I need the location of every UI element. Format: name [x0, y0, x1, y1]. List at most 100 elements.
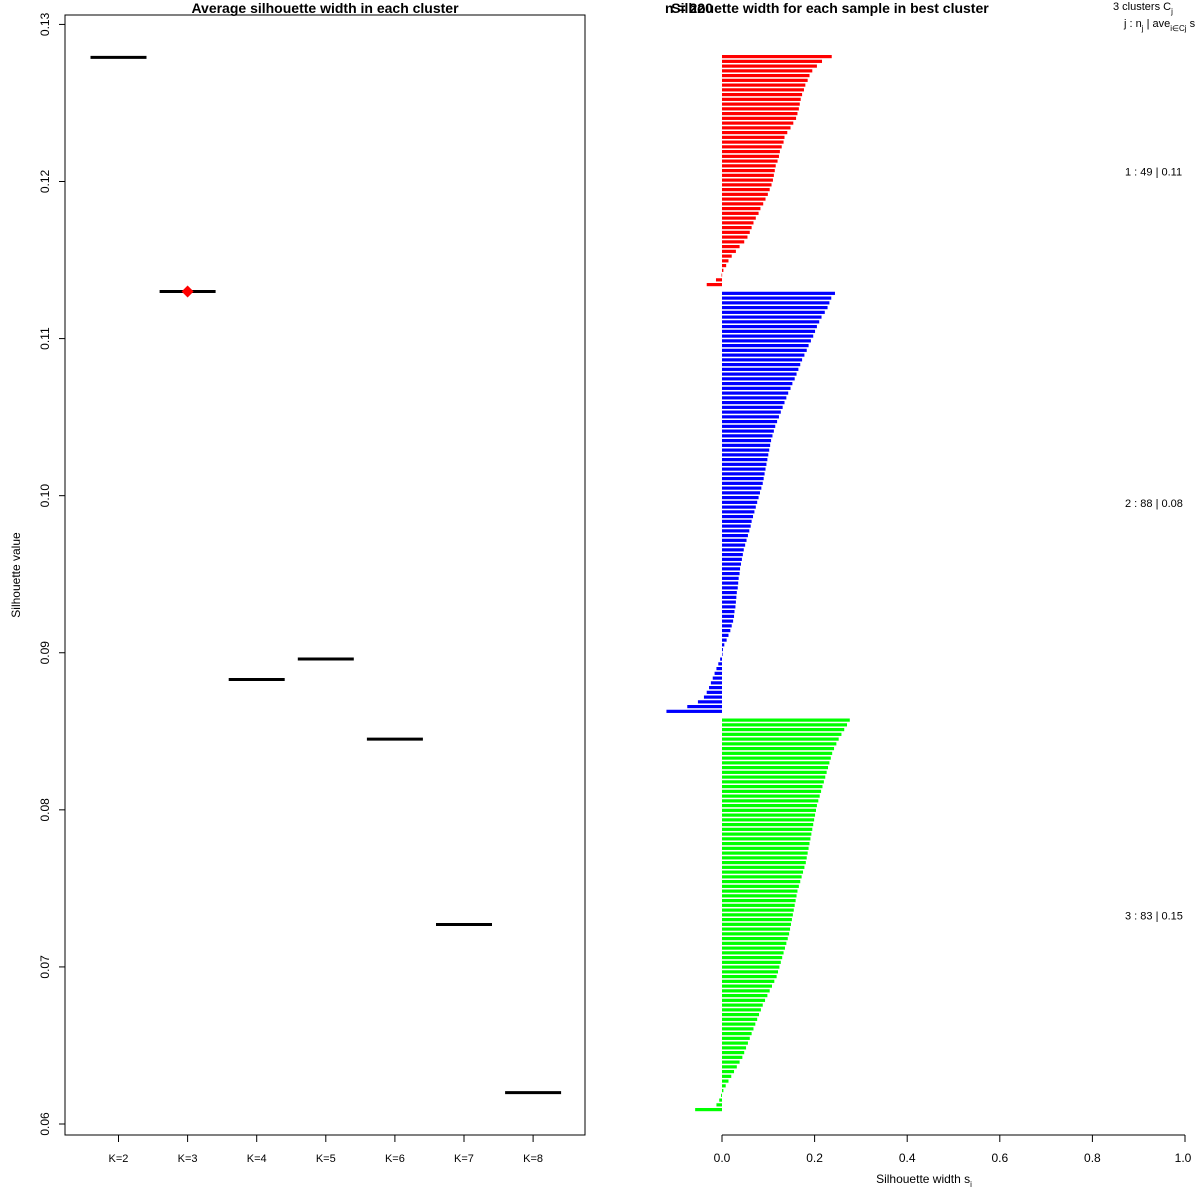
- silhouette-bar: [722, 178, 773, 182]
- right-x-tick-label: 0.6: [991, 1151, 1008, 1165]
- silhouette-bar: [722, 1008, 761, 1012]
- silhouette-bar: [722, 718, 850, 722]
- silhouette-bar: [722, 818, 815, 822]
- silhouette-bar: [722, 989, 770, 993]
- silhouette-bar: [722, 358, 803, 362]
- silhouette-bar: [722, 576, 739, 580]
- silhouette-bar: [722, 562, 741, 566]
- silhouette-bar: [722, 145, 782, 149]
- right-x-tick-label: 0.0: [714, 1151, 731, 1165]
- silhouette-bar: [722, 785, 823, 789]
- silhouette-bar: [722, 254, 732, 258]
- silhouette-bar: [722, 505, 756, 509]
- silhouette-bar: [722, 169, 775, 173]
- silhouette-bar: [722, 543, 746, 547]
- silhouette-bar: [722, 747, 835, 751]
- silhouette-bar: [722, 614, 735, 618]
- silhouette-bar: [722, 396, 787, 400]
- silhouette-bar: [722, 823, 814, 827]
- silhouette-bar: [722, 937, 788, 941]
- silhouette-bar: [722, 1070, 735, 1074]
- silhouette-bar: [722, 899, 796, 903]
- left-x-axis: K=2 K=3 K=4 K=5 K=6 K=7 K=8: [109, 1135, 543, 1165]
- silhouette-bar: [722, 164, 776, 168]
- silhouette-bar: [722, 154, 779, 158]
- silhouette-bar: [722, 1065, 737, 1069]
- right-x-tick-label: 0.4: [899, 1151, 916, 1165]
- silhouette-bar: [722, 946, 785, 950]
- silhouette-bar: [666, 709, 722, 713]
- silhouette-bar: [722, 348, 807, 352]
- left-panel: Average silhouette width in each cluster…: [9, 0, 586, 1165]
- silhouette-bar: [722, 1022, 756, 1026]
- silhouette-bar: [722, 159, 778, 163]
- silhouette-bar: [722, 941, 787, 945]
- silhouette-bar: [722, 595, 737, 599]
- silhouette-bar: [722, 875, 802, 879]
- silhouette-bar: [722, 230, 750, 234]
- silhouette-bar: [721, 1093, 722, 1097]
- silhouette-bar: [722, 633, 729, 637]
- silhouette-bar: [722, 249, 736, 253]
- silhouette-bar: [722, 538, 747, 542]
- silhouette-bar: [722, 808, 816, 812]
- right-x-tick-label: 0.8: [1084, 1151, 1101, 1165]
- silhouette-bar: [722, 780, 824, 784]
- silhouette-bar: [722, 121, 794, 125]
- silhouette-bar: [722, 846, 809, 850]
- silhouette-bar: [722, 69, 813, 73]
- silhouette-bar: [722, 889, 798, 893]
- silhouette-bar: [722, 102, 800, 106]
- silhouette-bar: [722, 984, 773, 988]
- silhouette-bar: [722, 415, 779, 419]
- silhouette-bar: [722, 728, 845, 732]
- silhouette-bar: [722, 837, 811, 841]
- right-x-tick-label: 0.2: [806, 1151, 823, 1165]
- silhouette-bar: [722, 994, 768, 998]
- silhouette-bar: [722, 88, 804, 92]
- silhouette-bar: [722, 55, 832, 59]
- right-cluster-labels: 1 : 49 | 0.11 2 : 88 | 0.08 3 : 83 | 0.15: [1125, 166, 1183, 922]
- silhouette-bar: [722, 458, 768, 462]
- silhouette-bar: [722, 591, 737, 595]
- silhouette-bar: [722, 581, 739, 585]
- silhouette-bar: [715, 278, 722, 282]
- silhouette-bar: [722, 1027, 754, 1031]
- silhouette-bar: [722, 315, 822, 319]
- right-title-overlap: n = 220: [665, 0, 713, 16]
- silhouette-bar: [722, 107, 799, 111]
- silhouette-bar: [722, 382, 793, 386]
- silhouette-bar: [722, 59, 823, 63]
- silhouette-bar: [722, 405, 783, 409]
- silhouette-bar: [722, 557, 742, 561]
- silhouette-bar: [722, 927, 791, 931]
- left-y-tick-label: 0.13: [38, 12, 52, 36]
- left-y-tick-label: 0.07: [38, 955, 52, 979]
- silhouette-bar: [722, 515, 754, 519]
- silhouette-bar: [722, 629, 731, 633]
- silhouette-bar: [722, 951, 784, 955]
- silhouette-bar: [703, 695, 722, 699]
- silhouette-bar: [722, 880, 801, 884]
- silhouette-bar: [722, 1003, 763, 1007]
- silhouette-bar: [722, 296, 832, 300]
- silhouette-bar: [722, 453, 769, 457]
- silhouette-bar: [722, 93, 803, 97]
- silhouette-bar: [722, 74, 810, 78]
- silhouette-bar: [722, 1041, 748, 1045]
- silhouette-bar: [722, 586, 738, 590]
- legend-header-line2: j : nj | avei∈Cj s: [1123, 18, 1196, 33]
- silhouette-bar: [722, 424, 776, 428]
- silhouette-bar: [722, 112, 798, 116]
- silhouette-bar: [722, 434, 773, 438]
- silhouette-bar: [722, 648, 723, 652]
- silhouette-bar: [722, 472, 765, 476]
- silhouette-bar: [710, 681, 722, 685]
- silhouette-bar: [722, 789, 822, 793]
- silhouette-bar: [722, 794, 820, 798]
- left-y-tick-label: 0.08: [38, 798, 52, 822]
- silhouette-bar: [722, 467, 766, 471]
- silhouette-bar: [722, 491, 760, 495]
- right-bars: [666, 55, 850, 1112]
